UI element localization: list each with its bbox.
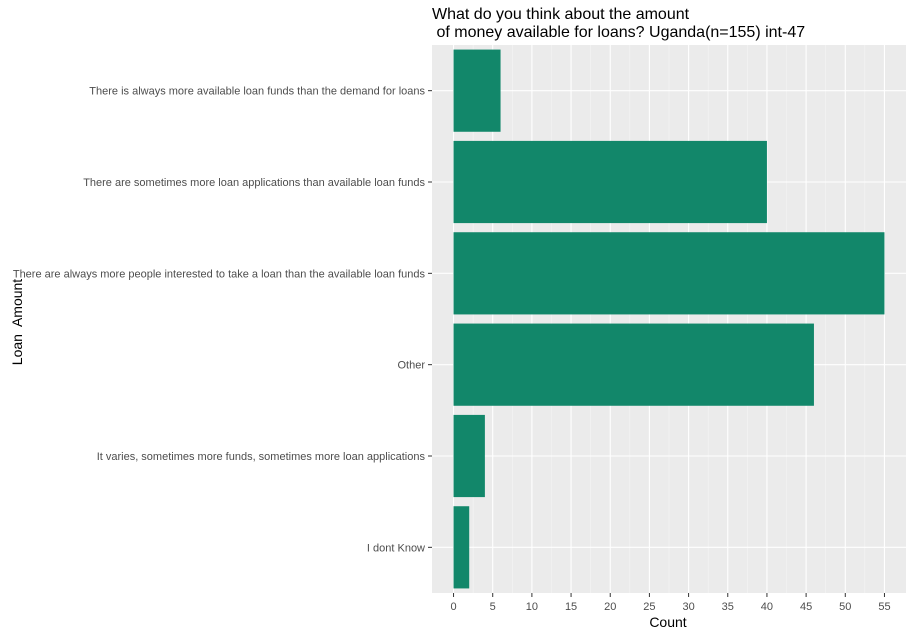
bars: [453, 49, 885, 589]
x-tick-label: 0: [450, 601, 456, 613]
x-tick-label: 25: [643, 601, 655, 613]
x-tick-label: 45: [800, 601, 812, 613]
bar: [453, 506, 470, 589]
y-axis-title: Loan Amount: [9, 279, 25, 366]
x-tick-label: 5: [490, 601, 496, 613]
axes: There is always more available loan fund…: [13, 86, 891, 613]
x-tick-label: 10: [526, 601, 538, 613]
chart-title-line-2: of money available for loans? Uganda(n=1…: [432, 24, 805, 41]
x-axis-title: Count: [649, 614, 686, 628]
x-tick-label: 30: [682, 601, 694, 613]
bar: [453, 49, 501, 132]
bar: [453, 232, 885, 315]
chart-title-line-1: What do you think about the amount: [432, 6, 690, 23]
y-tick-label: It varies, sometimes more funds, sometim…: [97, 451, 426, 463]
x-tick-label: 40: [761, 601, 773, 613]
x-tick-label: 35: [722, 601, 734, 613]
bar: [453, 414, 485, 498]
y-tick-label: Other: [397, 360, 425, 372]
y-tick-label: There is always more available loan fund…: [89, 86, 425, 98]
x-tick-label: 20: [604, 601, 616, 613]
bar: [453, 140, 767, 224]
x-tick-label: 50: [839, 601, 851, 613]
y-tick-label: There are always more people interested …: [13, 268, 426, 280]
y-tick-label: There are sometimes more loan applicatio…: [83, 177, 425, 189]
y-tick-label: I dont Know: [367, 542, 425, 554]
x-tick-label: 55: [878, 601, 890, 613]
bar: [453, 323, 814, 406]
x-tick-label: 15: [565, 601, 577, 613]
